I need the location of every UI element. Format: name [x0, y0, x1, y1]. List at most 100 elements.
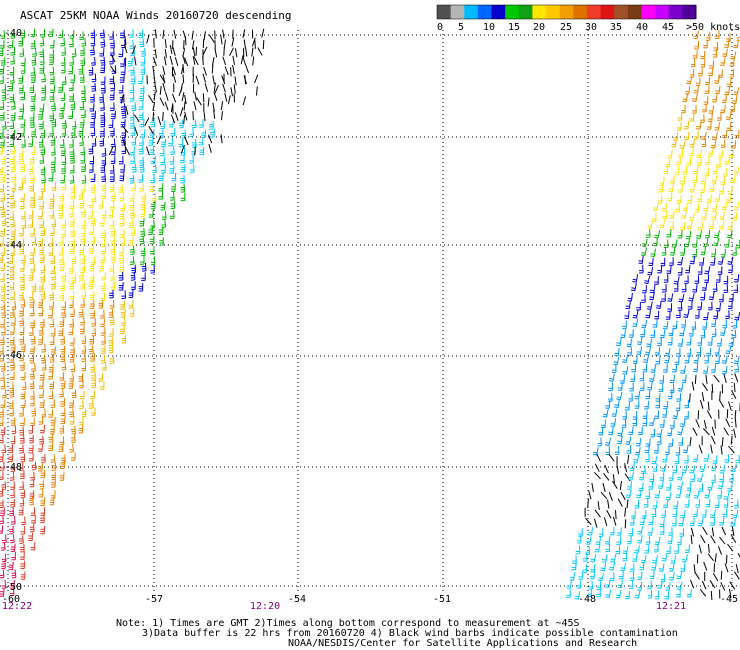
wind-barb — [708, 220, 714, 230]
wind-barb — [81, 163, 86, 173]
wind-barb — [59, 472, 65, 481]
legend-swatch — [450, 5, 465, 19]
wind-barb — [100, 309, 105, 319]
wind-barb — [39, 254, 45, 264]
wind-barb — [1, 217, 7, 227]
wind-barb — [710, 435, 716, 445]
wind-barb — [40, 454, 46, 463]
wind-barb — [157, 116, 162, 126]
wind-barb — [59, 139, 65, 148]
wind-barb — [89, 103, 95, 112]
wind-barb — [632, 274, 639, 283]
wind-barb — [632, 553, 638, 562]
wind-barb — [587, 498, 589, 508]
wind-barb — [642, 410, 648, 420]
wind-barb — [170, 103, 174, 113]
wind-barb — [227, 95, 231, 105]
wind-barb — [704, 354, 709, 364]
wind-barb — [98, 300, 104, 309]
wind-barb — [203, 112, 206, 122]
wind-barb — [21, 516, 26, 526]
wind-barb — [108, 119, 114, 129]
wind-barb — [737, 553, 740, 558]
wind-barb — [60, 92, 66, 102]
wind-barb — [588, 490, 592, 500]
wind-barb — [101, 345, 106, 354]
wind-barb — [140, 228, 145, 237]
wind-barb — [60, 454, 66, 464]
wind-barb — [119, 254, 125, 264]
wind-barb — [38, 283, 44, 292]
wind-barb — [9, 138, 15, 148]
wind-barb — [629, 382, 634, 392]
wind-barb — [625, 300, 631, 310]
wind-barb — [20, 489, 26, 499]
wind-barb — [28, 272, 34, 281]
wind-barb — [49, 93, 55, 102]
lon-label: -54 — [288, 594, 306, 605]
wind-barb — [710, 257, 716, 266]
note-line: NOAA/NESDIS/Center for Satellite Applica… — [288, 638, 637, 649]
wind-barb — [48, 56, 55, 65]
wind-barb — [729, 588, 732, 598]
wind-barb — [139, 163, 145, 173]
wind-barb — [58, 29, 64, 39]
wind-barb — [221, 111, 223, 121]
wind-barb — [9, 66, 15, 76]
wind-barb — [598, 528, 604, 537]
wind-barb — [677, 338, 684, 347]
wind-barb — [690, 58, 696, 68]
wind-barb — [138, 29, 144, 39]
wind-barb — [168, 137, 174, 147]
wind-barb — [32, 47, 37, 57]
wind-barb — [110, 228, 116, 237]
wind-barb — [134, 126, 139, 136]
wind-barb — [0, 417, 4, 427]
wind-barb — [80, 47, 85, 56]
wind-barb — [184, 36, 187, 46]
wind-barb — [19, 497, 25, 507]
wind-barb — [40, 146, 46, 156]
wind-barb — [69, 354, 75, 363]
wind-barb — [30, 417, 35, 426]
wind-barb — [89, 291, 95, 301]
wind-barb — [80, 281, 85, 290]
wind-barb — [38, 138, 44, 148]
wind-barb — [90, 353, 96, 362]
wind-barb — [664, 590, 670, 600]
wind-barb — [109, 173, 115, 182]
wind-barb — [191, 139, 197, 148]
wind-barb — [41, 73, 46, 83]
wind-barb — [654, 410, 660, 419]
wind-barb — [261, 28, 265, 38]
wind-barb — [180, 163, 186, 173]
wind-barb — [624, 519, 627, 529]
wind-barb — [41, 84, 47, 94]
wind-barb — [653, 543, 659, 553]
wind-barb — [9, 388, 15, 398]
wind-barb — [9, 336, 15, 346]
wind-barb — [232, 64, 235, 74]
wind-barb — [61, 228, 66, 238]
wind-barb — [707, 301, 713, 311]
legend-swatch — [641, 5, 656, 19]
wind-barb — [69, 148, 75, 157]
wind-barb — [673, 276, 680, 285]
wind-barb — [110, 138, 116, 148]
wind-barb — [616, 337, 622, 347]
wind-barb — [659, 329, 666, 339]
wind-barb — [212, 75, 215, 85]
wind-barb — [80, 316, 85, 326]
legend-tick: 45 — [662, 22, 674, 33]
wind-barb — [704, 85, 710, 94]
wind-barb — [254, 74, 259, 84]
wind-barb — [131, 182, 137, 192]
wind-barb — [678, 437, 684, 446]
wind-barb — [50, 102, 56, 112]
wind-barb — [202, 56, 204, 66]
wind-barb — [639, 516, 645, 526]
wind-barb — [700, 58, 706, 68]
wind-barb — [719, 391, 721, 401]
wind-barb — [655, 356, 661, 365]
wind-barb — [669, 247, 676, 256]
